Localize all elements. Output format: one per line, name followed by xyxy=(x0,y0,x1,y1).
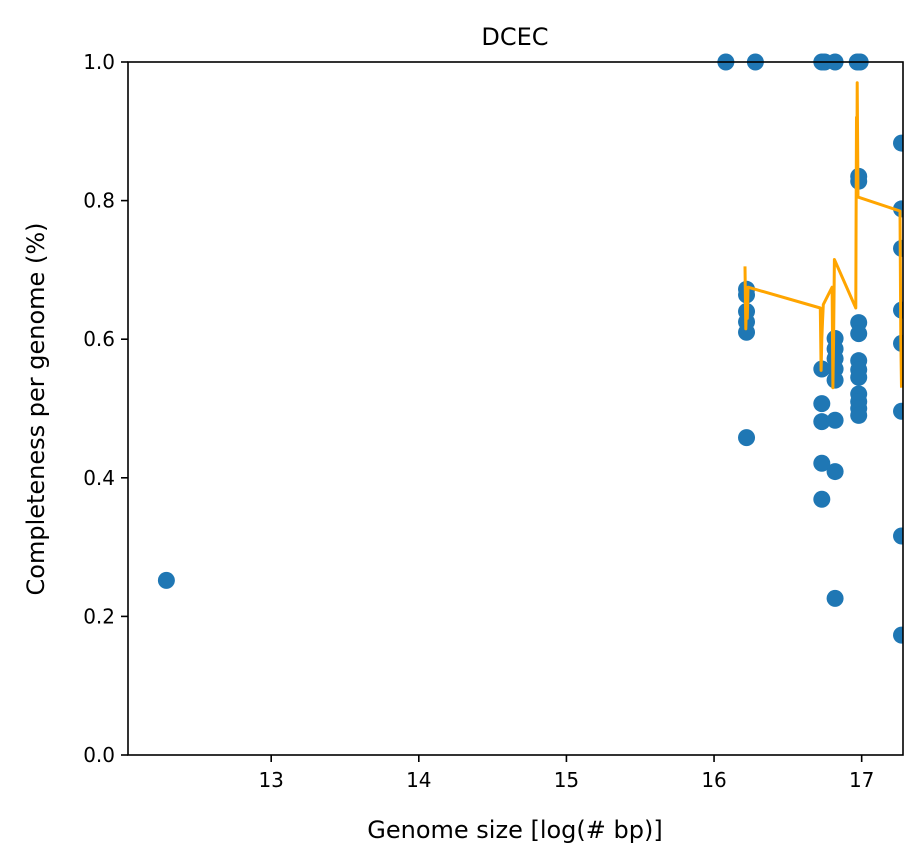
x-axis-label: Genome size [log(# bp)] xyxy=(367,816,662,844)
scatter-point xyxy=(813,490,831,508)
x-tick-label: 14 xyxy=(406,768,431,792)
scatter-point xyxy=(893,402,903,420)
y-tick-label: 0.6 xyxy=(83,327,115,351)
y-axis-label: Completeness per genome (%) xyxy=(22,223,50,596)
scatter-point xyxy=(826,411,844,429)
scatter-point xyxy=(157,571,175,589)
x-tick-label: 17 xyxy=(849,768,874,792)
y-axis: 0.0 0.2 0.4 0.6 0.8 1.0 xyxy=(83,50,128,767)
y-tick-label: 0.0 xyxy=(83,743,115,767)
scatter-point xyxy=(813,413,831,431)
scatter-point xyxy=(738,429,756,447)
x-tick-label: 16 xyxy=(701,768,726,792)
scatter-point xyxy=(850,406,868,424)
scatter-point xyxy=(850,368,868,386)
y-tick-label: 1.0 xyxy=(83,50,115,74)
scatter-point xyxy=(813,454,831,472)
scatter-point xyxy=(826,463,844,481)
x-axis: 13 14 15 16 17 xyxy=(258,755,874,792)
scatter-point xyxy=(893,527,903,545)
chart-title: DCEC xyxy=(481,23,548,51)
scatter-point xyxy=(893,134,903,152)
x-tick-label: 15 xyxy=(554,768,579,792)
scatter-point xyxy=(813,395,831,413)
scatter-point xyxy=(738,323,756,341)
plot-content xyxy=(157,53,903,644)
trend-line xyxy=(743,81,903,390)
plot-frame xyxy=(127,61,904,756)
y-tick-label: 0.2 xyxy=(83,604,115,628)
y-tick-label: 0.8 xyxy=(83,189,115,213)
scatter-point xyxy=(893,626,903,644)
scatter-point xyxy=(826,371,844,389)
scatter-point xyxy=(850,325,868,343)
y-tick-label: 0.4 xyxy=(83,466,115,490)
x-tick-label: 13 xyxy=(258,768,283,792)
scatter-point xyxy=(826,589,844,607)
